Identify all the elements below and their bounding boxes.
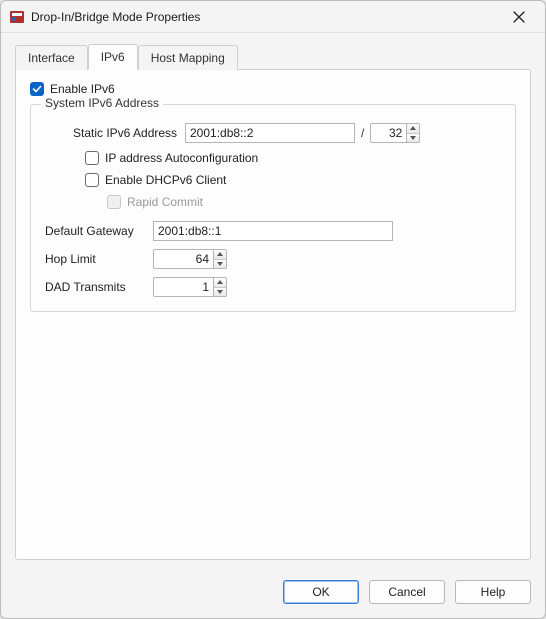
- enable-ipv6-row: Enable IPv6: [30, 82, 516, 96]
- hop-limit-input[interactable]: [153, 249, 213, 269]
- system-ipv6-group: System IPv6 Address Static IPv6 Address …: [30, 104, 516, 312]
- static-address-input[interactable]: [185, 123, 355, 143]
- static-address-label: Static IPv6 Address: [73, 126, 185, 140]
- window: Drop-In/Bridge Mode Properties Interface…: [0, 0, 546, 619]
- dad-label: DAD Transmits: [45, 280, 153, 294]
- hop-limit-row: Hop Limit: [45, 249, 501, 269]
- autoconf-label: IP address Autoconfiguration: [105, 151, 258, 165]
- enable-ipv6-checkbox[interactable]: [30, 82, 44, 96]
- rapid-commit-row: Rapid Commit: [45, 195, 501, 209]
- autoconf-row: IP address Autoconfiguration: [45, 151, 501, 165]
- dhcpv6-label: Enable DHCPv6 Client: [105, 173, 226, 187]
- app-icon: [9, 9, 25, 25]
- content-area: Interface IPv6 Host Mapping Enable IPv6 …: [1, 33, 545, 570]
- enable-ipv6-label: Enable IPv6: [50, 82, 115, 96]
- dad-spinner: [153, 277, 227, 297]
- tab-bar: Interface IPv6 Host Mapping: [15, 43, 531, 69]
- ok-button[interactable]: OK: [283, 580, 359, 604]
- tab-interface[interactable]: Interface: [15, 45, 88, 70]
- cancel-button[interactable]: Cancel: [369, 580, 445, 604]
- dhcpv6-row: Enable DHCPv6 Client: [45, 173, 501, 187]
- prefix-up-button[interactable]: [407, 124, 419, 133]
- prefix-spinner: [370, 123, 420, 143]
- dhcpv6-checkbox[interactable]: [85, 173, 99, 187]
- static-address-row: Static IPv6 Address /: [45, 123, 501, 143]
- hop-limit-down-button[interactable]: [214, 259, 226, 269]
- prefix-separator: /: [361, 126, 364, 140]
- dad-input[interactable]: [153, 277, 213, 297]
- hop-limit-spinner: [153, 249, 227, 269]
- gateway-label: Default Gateway: [45, 224, 153, 238]
- prefix-input[interactable]: [370, 123, 406, 143]
- tab-ipv6[interactable]: IPv6: [88, 44, 138, 70]
- titlebar: Drop-In/Bridge Mode Properties: [1, 1, 545, 33]
- window-title: Drop-In/Bridge Mode Properties: [31, 10, 499, 24]
- hop-limit-label: Hop Limit: [45, 252, 153, 266]
- autoconf-checkbox[interactable]: [85, 151, 99, 165]
- rapid-commit-label: Rapid Commit: [127, 195, 203, 209]
- prefix-down-button[interactable]: [407, 133, 419, 143]
- dad-row: DAD Transmits: [45, 277, 501, 297]
- help-button[interactable]: Help: [455, 580, 531, 604]
- rapid-commit-checkbox: [107, 195, 121, 209]
- tab-panel-ipv6: Enable IPv6 System IPv6 Address Static I…: [15, 69, 531, 560]
- dad-down-button[interactable]: [214, 287, 226, 297]
- button-bar: OK Cancel Help: [1, 570, 545, 618]
- tab-host-mapping[interactable]: Host Mapping: [138, 45, 238, 70]
- group-legend: System IPv6 Address: [41, 96, 163, 110]
- hop-limit-up-button[interactable]: [214, 250, 226, 259]
- close-button[interactable]: [499, 3, 539, 31]
- dad-up-button[interactable]: [214, 278, 226, 287]
- gateway-input[interactable]: [153, 221, 393, 241]
- gateway-row: Default Gateway: [45, 221, 501, 241]
